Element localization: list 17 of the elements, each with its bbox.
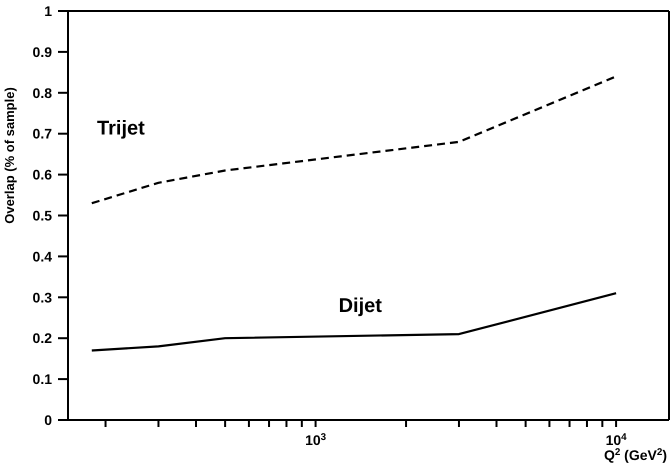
text: Trijet bbox=[97, 118, 146, 140]
y-tick-label: 1 bbox=[44, 3, 52, 19]
y-tick-label: 0 bbox=[44, 412, 52, 428]
y-axis-title: Overlap (% of sample) bbox=[2, 87, 17, 224]
y-tick-label: 0.9 bbox=[32, 44, 52, 60]
x-tick-label: 10$^{3}$ bbox=[305, 432, 327, 448]
y-tick-label: 0.4 bbox=[32, 248, 52, 264]
y-tick-label: 0.2 bbox=[32, 330, 52, 346]
y-tick-label: 0.5 bbox=[32, 208, 52, 224]
series-label: Dijet bbox=[338, 295, 382, 318]
y-tick-label: 0.7 bbox=[32, 126, 52, 142]
y-tick-label: 0.3 bbox=[32, 289, 52, 306]
x-axis-title: Q$^{2}$ (GeV$^{2}$) bbox=[604, 446, 667, 463]
y-tick-label: 0.8 bbox=[32, 84, 52, 101]
y-tick-label: 0.6 bbox=[32, 166, 52, 183]
y-tick-label: 0.1 bbox=[32, 371, 52, 388]
x-tick-label: 10$^{4}$ bbox=[606, 432, 628, 448]
